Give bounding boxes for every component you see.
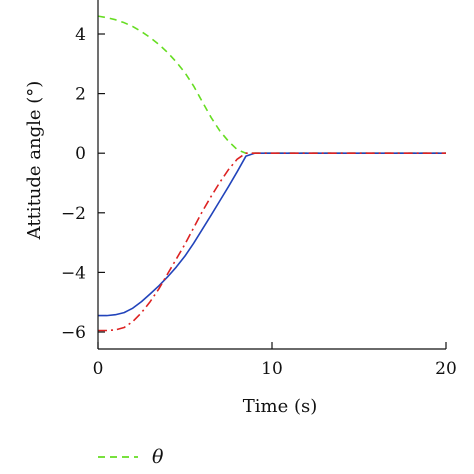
x-tick-label: 10 [261, 359, 283, 379]
y-axis-label: Attitude angle (°) [24, 81, 45, 241]
y-tick-label: −6 [61, 323, 86, 343]
ticks-layer: 0 10 20 −6 −4 −2 0 2 4 [61, 25, 457, 379]
series-theta-line [98, 15, 446, 154]
legend: θ [98, 446, 164, 468]
y-tick-label: 4 [75, 25, 86, 45]
y-tick-label: 0 [75, 144, 86, 164]
x-axis-label: Time (s) [243, 396, 318, 417]
series-blue-line [98, 152, 446, 317]
legend-label-theta: θ [152, 446, 164, 468]
x-tick-label: 0 [93, 359, 104, 379]
x-tick-label: 20 [435, 359, 457, 379]
y-tick-label: −4 [61, 263, 86, 283]
y-tick-label: 2 [75, 85, 86, 105]
series-layer [98, 15, 446, 332]
series-red-line [98, 152, 446, 332]
y-tick-label: −2 [61, 204, 86, 224]
